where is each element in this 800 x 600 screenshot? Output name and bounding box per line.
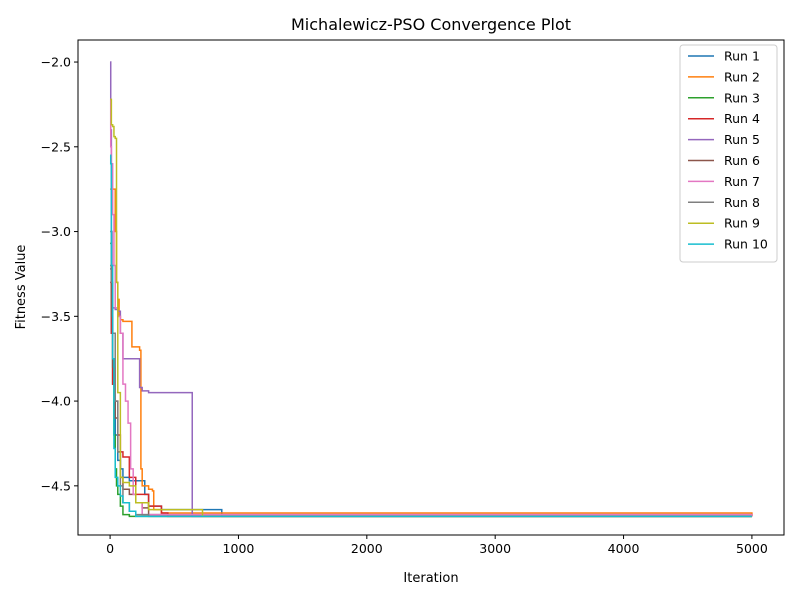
plot-lines bbox=[109, 61, 753, 518]
y-tick-label: −3.0 bbox=[41, 224, 71, 239]
legend-label-run-6: Run 6 bbox=[724, 153, 760, 168]
y-axis: −2.0 −2.5 −3.0 −3.5 −4.0 −4.5 bbox=[41, 55, 78, 493]
y-tick-label: −4.5 bbox=[41, 478, 71, 493]
legend-label-run-7: Run 7 bbox=[724, 174, 760, 189]
x-tick-label: 0 bbox=[106, 541, 114, 556]
y-tick-label: −4.0 bbox=[41, 394, 71, 409]
x-tick-label: 2000 bbox=[351, 541, 383, 556]
legend-label-run-9: Run 9 bbox=[724, 216, 760, 231]
series-line-run-4 bbox=[110, 281, 752, 518]
legend-label-run-5: Run 5 bbox=[724, 132, 760, 147]
x-axis: 0 1000 2000 3000 4000 5000 bbox=[106, 535, 768, 556]
legend-label-run-8: Run 8 bbox=[724, 195, 760, 210]
legend-label-run-2: Run 2 bbox=[724, 69, 760, 84]
legend: Run 1 Run 2 Run 3 Run 4 Run 5 Run 6 Run 7 Run 8… bbox=[679, 44, 778, 263]
legend-box bbox=[679, 44, 778, 263]
x-tick-label: 1000 bbox=[223, 541, 255, 556]
x-tick-label: 3000 bbox=[479, 541, 511, 556]
x-tick-label: 4000 bbox=[608, 541, 640, 556]
legend-label-run-4: Run 4 bbox=[724, 111, 760, 126]
y-axis-label: Fitness Value bbox=[14, 245, 29, 330]
chart-title: Michalewicz-PSO Convergence Plot bbox=[291, 15, 571, 34]
x-tick-label: 5000 bbox=[736, 541, 768, 556]
legend-label-run-1: Run 1 bbox=[724, 49, 760, 64]
plot-frame bbox=[77, 39, 785, 536]
legend-label-run-10: Run 10 bbox=[724, 237, 768, 252]
series-line-run-10 bbox=[109, 154, 752, 518]
x-axis-label: Iteration bbox=[403, 571, 458, 586]
series-line-run-9 bbox=[110, 98, 752, 518]
y-tick-label: −2.0 bbox=[41, 55, 71, 70]
legend-label-run-3: Run 3 bbox=[724, 90, 760, 105]
y-tick-label: −2.5 bbox=[41, 139, 71, 154]
y-tick-label: −3.5 bbox=[41, 309, 71, 324]
